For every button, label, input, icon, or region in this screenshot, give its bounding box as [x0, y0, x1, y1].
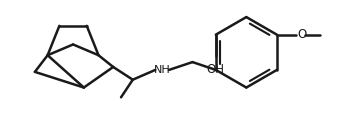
- Text: OH: OH: [207, 63, 225, 76]
- Text: O: O: [297, 28, 307, 41]
- Text: NH: NH: [154, 65, 171, 75]
